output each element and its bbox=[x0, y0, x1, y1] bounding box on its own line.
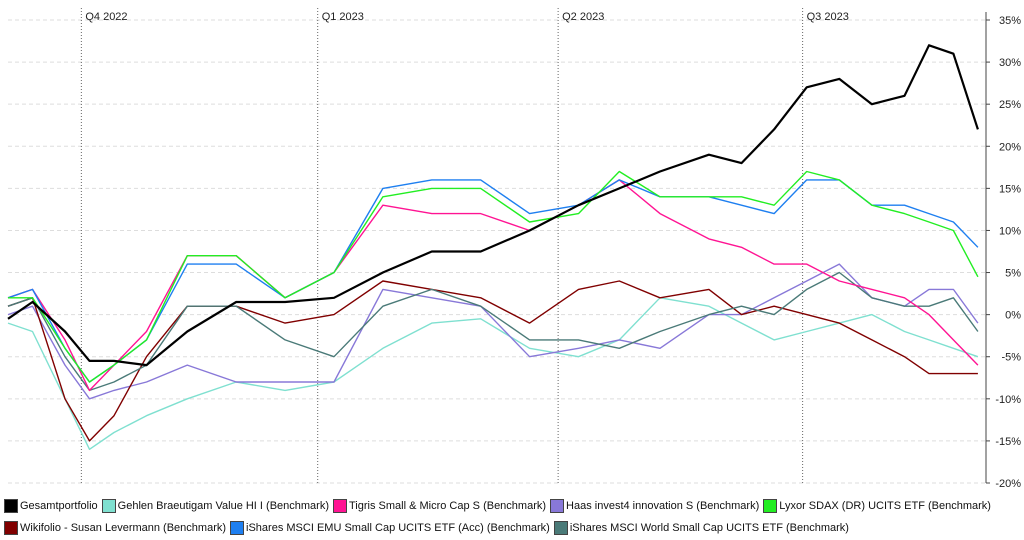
series-line-6 bbox=[7, 179, 979, 383]
legend-item[interactable]: Tigris Small & Micro Cap S (Benchmark) bbox=[333, 497, 546, 515]
legend-item[interactable]: Gesamtportfolio bbox=[4, 497, 98, 515]
legend-label: Tigris Small & Micro Cap S (Benchmark) bbox=[349, 500, 547, 512]
series-lines bbox=[7, 44, 979, 450]
series-line-1 bbox=[7, 297, 979, 450]
legend-swatch bbox=[333, 499, 347, 513]
legend-label: Gehlen Braeutigam Value HI I (Benchmark) bbox=[117, 500, 329, 512]
legend-swatch bbox=[4, 499, 18, 513]
y-tick-label: -5% bbox=[1001, 352, 1021, 364]
legend-label: iShares MSCI EMU Small Cap UCITS ETF (Ac… bbox=[246, 522, 550, 534]
legend-item[interactable]: Lyxor SDAX (DR) UCITS ETF (Benchmark) bbox=[763, 497, 991, 515]
y-tick-label: 10% bbox=[999, 225, 1021, 237]
legend-item[interactable]: Wikifolio - Susan Levermann (Benchmark) bbox=[4, 519, 226, 537]
legend-item[interactable]: iShares MSCI EMU Small Cap UCITS ETF (Ac… bbox=[230, 519, 550, 537]
legend-label: Gesamtportfolio bbox=[20, 500, 98, 512]
legend-label: Haas invest4 innovation S (Benchmark) bbox=[566, 500, 760, 512]
legend-item[interactable]: iShares MSCI World Small Cap UCITS ETF (… bbox=[553, 519, 849, 537]
y-tick-label: 30% bbox=[999, 57, 1021, 69]
series-line-3 bbox=[7, 263, 979, 400]
legend-item[interactable]: Gehlen Braeutigam Value HI I (Benchmark) bbox=[101, 497, 329, 515]
series-line-0 bbox=[7, 44, 979, 367]
series-line-4 bbox=[8, 170, 979, 383]
y-tick-label: -15% bbox=[995, 436, 1021, 448]
legend-label: iShares MSCI World Small Cap UCITS ETF (… bbox=[569, 522, 849, 534]
legend-item[interactable]: Haas invest4 innovation S (Benchmark) bbox=[550, 497, 759, 515]
chart-legend: Gesamtportfolio Gehlen Braeutigam Value H… bbox=[4, 497, 1020, 537]
legend-swatch bbox=[553, 521, 568, 535]
legend-label: Lyxor SDAX (DR) UCITS ETF (Benchmark) bbox=[779, 500, 991, 512]
quarter-label: Q4 2022 bbox=[85, 11, 127, 23]
y-tick-label: -20% bbox=[995, 478, 1021, 490]
y-tick-label: 0% bbox=[1005, 310, 1021, 322]
legend-swatch bbox=[550, 499, 565, 513]
y-tick-label: 15% bbox=[999, 183, 1021, 195]
series-line-7 bbox=[7, 271, 979, 392]
y-tick-label: 20% bbox=[999, 141, 1021, 153]
series-line-5 bbox=[7, 280, 978, 442]
quarter-label: Q3 2023 bbox=[807, 11, 849, 23]
y-tick-label: 35% bbox=[999, 15, 1021, 27]
legend-swatch bbox=[101, 499, 116, 513]
legend-swatch bbox=[4, 521, 18, 535]
legend-label: Wikifolio - Susan Levermann (Benchmark) bbox=[20, 522, 227, 534]
grid-lines bbox=[8, 19, 986, 484]
quarter-label: Q1 2023 bbox=[322, 11, 364, 23]
performance-chart: Q4 2022 Q1 2023 Q2 2023 Q3 2023 35% 30% 25% 20… bbox=[7, 8, 1021, 490]
y-tick-label: -10% bbox=[995, 394, 1021, 406]
y-tick-label: 5% bbox=[1005, 268, 1021, 280]
quarter-separators: Q4 2022 Q1 2023 Q2 2023 Q3 2023 bbox=[80, 8, 849, 483]
legend-swatch bbox=[763, 499, 778, 513]
y-tick-label: 25% bbox=[999, 99, 1021, 111]
quarter-label: Q2 2023 bbox=[562, 11, 604, 23]
legend-swatch bbox=[230, 521, 245, 535]
y-axis: 35% 30% 25% 20% 15% 10% 5% 0% -5% -10% -15% -20% bbox=[985, 12, 1021, 490]
